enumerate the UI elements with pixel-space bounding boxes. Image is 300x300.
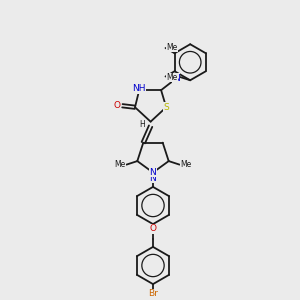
Text: N: N [150, 174, 156, 183]
Text: O: O [149, 224, 157, 233]
Text: Me: Me [167, 73, 178, 82]
Text: S: S [163, 103, 169, 112]
Text: Me: Me [167, 43, 178, 52]
Text: O: O [113, 101, 121, 110]
Text: Br: Br [148, 289, 158, 298]
Text: H: H [139, 120, 145, 129]
Text: NH: NH [132, 85, 146, 94]
Text: Me: Me [181, 160, 192, 169]
Text: N: N [173, 74, 179, 83]
Text: N: N [150, 168, 156, 177]
Text: Me: Me [114, 160, 125, 169]
